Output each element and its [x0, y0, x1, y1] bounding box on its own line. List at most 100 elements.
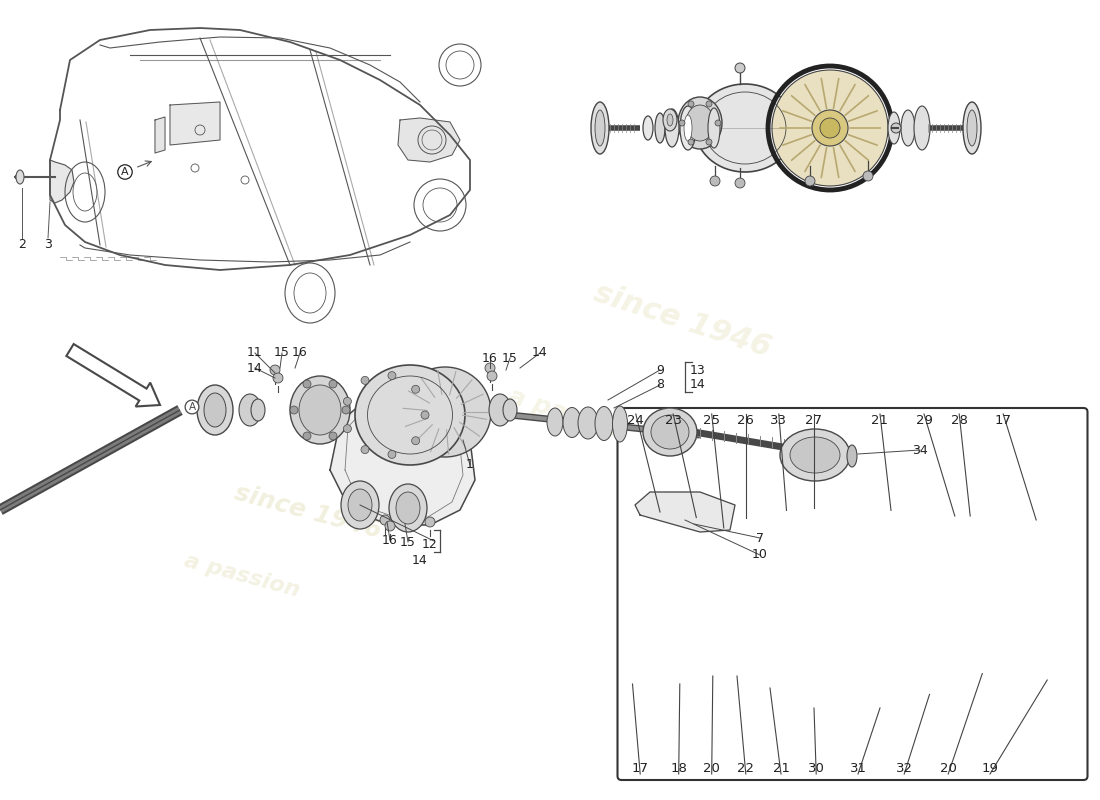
- Ellipse shape: [667, 114, 673, 126]
- Ellipse shape: [595, 110, 605, 146]
- Circle shape: [385, 521, 395, 531]
- Ellipse shape: [396, 492, 420, 524]
- Ellipse shape: [666, 109, 679, 147]
- Text: 21: 21: [772, 762, 790, 774]
- Ellipse shape: [251, 399, 265, 421]
- Text: 29: 29: [915, 414, 933, 426]
- Text: since 1946: since 1946: [590, 278, 774, 362]
- Circle shape: [302, 380, 311, 388]
- Ellipse shape: [663, 109, 676, 131]
- Ellipse shape: [341, 481, 380, 529]
- Ellipse shape: [654, 113, 666, 143]
- Text: 1: 1: [466, 458, 474, 471]
- Circle shape: [329, 380, 337, 388]
- Ellipse shape: [595, 406, 613, 441]
- Ellipse shape: [914, 106, 929, 150]
- Circle shape: [270, 365, 280, 375]
- Circle shape: [361, 446, 368, 454]
- Text: 8: 8: [656, 378, 664, 391]
- Ellipse shape: [591, 102, 609, 154]
- Circle shape: [891, 123, 901, 133]
- Circle shape: [411, 386, 419, 394]
- Text: 30: 30: [807, 762, 825, 774]
- Ellipse shape: [790, 437, 840, 473]
- Circle shape: [343, 398, 351, 406]
- Circle shape: [688, 139, 694, 145]
- Circle shape: [379, 515, 390, 525]
- Ellipse shape: [962, 102, 981, 154]
- Circle shape: [679, 120, 685, 126]
- Polygon shape: [155, 117, 165, 153]
- Text: 11: 11: [248, 346, 263, 359]
- Circle shape: [772, 70, 888, 186]
- Text: 13: 13: [690, 363, 706, 377]
- Ellipse shape: [578, 407, 598, 439]
- Circle shape: [812, 110, 848, 146]
- Circle shape: [706, 101, 712, 107]
- Ellipse shape: [490, 394, 512, 426]
- Text: 15: 15: [400, 535, 416, 549]
- Text: 20: 20: [703, 762, 720, 774]
- Circle shape: [411, 437, 419, 445]
- Ellipse shape: [678, 97, 722, 149]
- Circle shape: [361, 376, 368, 384]
- Text: 22: 22: [737, 762, 755, 774]
- Ellipse shape: [503, 399, 517, 421]
- Ellipse shape: [686, 105, 714, 141]
- Circle shape: [273, 373, 283, 383]
- Circle shape: [302, 432, 311, 440]
- Text: 32: 32: [895, 762, 913, 774]
- Circle shape: [343, 425, 351, 433]
- Text: 27: 27: [805, 414, 823, 426]
- Ellipse shape: [644, 408, 697, 456]
- Text: 23: 23: [664, 414, 682, 426]
- Ellipse shape: [204, 393, 226, 427]
- Circle shape: [820, 118, 840, 138]
- Text: 25: 25: [703, 414, 720, 426]
- Text: 3: 3: [44, 238, 52, 251]
- Ellipse shape: [901, 110, 915, 146]
- Text: 33: 33: [770, 414, 788, 426]
- Text: 14: 14: [412, 554, 428, 566]
- Ellipse shape: [355, 365, 465, 465]
- Text: 31: 31: [849, 762, 867, 774]
- Circle shape: [388, 450, 396, 458]
- Text: 2: 2: [18, 238, 26, 251]
- Ellipse shape: [680, 106, 696, 150]
- Ellipse shape: [547, 408, 563, 436]
- Text: A: A: [188, 402, 196, 412]
- Ellipse shape: [563, 407, 581, 438]
- Ellipse shape: [16, 170, 24, 184]
- Text: 17: 17: [631, 762, 649, 774]
- Polygon shape: [170, 102, 220, 145]
- Polygon shape: [398, 118, 460, 162]
- Circle shape: [421, 411, 429, 419]
- Text: 24: 24: [627, 414, 645, 426]
- Ellipse shape: [290, 376, 350, 444]
- FancyBboxPatch shape: [617, 408, 1088, 780]
- Text: A: A: [121, 167, 129, 177]
- Text: 16: 16: [293, 346, 308, 359]
- Ellipse shape: [613, 406, 627, 442]
- Text: 26: 26: [737, 414, 755, 426]
- Circle shape: [485, 363, 495, 373]
- Text: 7: 7: [756, 531, 764, 545]
- Circle shape: [735, 63, 745, 73]
- Ellipse shape: [780, 429, 850, 481]
- FancyArrow shape: [66, 344, 160, 406]
- Circle shape: [864, 171, 873, 181]
- Circle shape: [487, 371, 497, 381]
- Text: 34: 34: [912, 443, 928, 457]
- Text: 12: 12: [422, 538, 438, 551]
- Circle shape: [710, 176, 720, 186]
- Ellipse shape: [348, 489, 372, 521]
- Text: 16: 16: [482, 351, 498, 365]
- Circle shape: [688, 101, 694, 107]
- Text: 28: 28: [950, 414, 968, 426]
- Ellipse shape: [299, 385, 341, 435]
- Text: a passion: a passion: [182, 551, 302, 601]
- Text: 18: 18: [670, 762, 688, 774]
- Ellipse shape: [695, 84, 795, 172]
- Circle shape: [342, 406, 350, 414]
- Polygon shape: [635, 492, 735, 532]
